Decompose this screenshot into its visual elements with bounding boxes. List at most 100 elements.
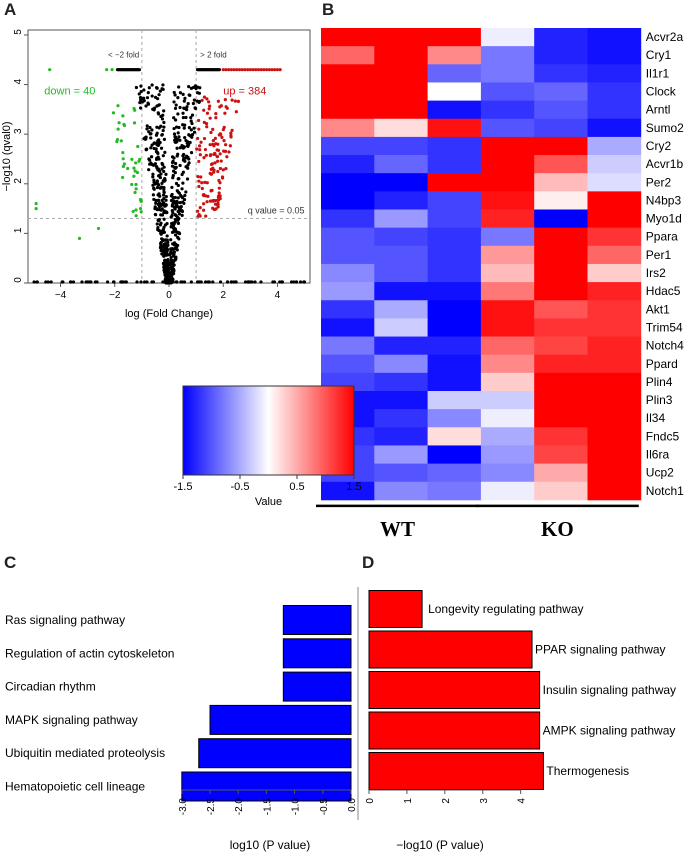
bar xyxy=(368,752,544,790)
heatmap-cell xyxy=(321,118,375,138)
heatmap-row-label: Plin4 xyxy=(646,375,673,389)
neutral-point xyxy=(175,154,179,158)
heatmap-cell xyxy=(427,372,482,392)
heatmap-cell xyxy=(374,263,428,283)
neutral-point xyxy=(182,126,186,130)
neutral-point xyxy=(174,161,178,166)
neutral-point xyxy=(139,98,143,102)
up-regulated-point xyxy=(262,68,266,72)
up-regulated-point xyxy=(212,144,216,148)
neutral-point xyxy=(173,93,177,97)
down-regulated-point xyxy=(116,127,120,131)
down-regulated-point xyxy=(115,137,120,142)
bar-category-label: MAPK signaling pathway xyxy=(5,713,138,727)
heatmap-cell xyxy=(534,427,588,446)
x-tick-label: 2 xyxy=(220,290,226,301)
x-tick-label: -1.0 xyxy=(291,798,302,816)
neutral-point xyxy=(164,270,169,274)
down-regulated-point xyxy=(138,206,143,211)
neutral-point xyxy=(302,280,307,284)
pos-fold-annotation: > 2 fold xyxy=(200,50,226,59)
heatmap-cell xyxy=(587,155,642,174)
neutral-point xyxy=(155,222,159,226)
neutral-point xyxy=(155,104,159,108)
up-regulated-point xyxy=(223,98,227,102)
neutral-point xyxy=(171,280,175,284)
neutral-point xyxy=(162,225,166,229)
heatmap-cell xyxy=(427,136,482,156)
heatmap-cell xyxy=(534,409,588,428)
up-regulated-point xyxy=(221,68,225,72)
down-regulated-point xyxy=(132,106,136,111)
heatmap-cell xyxy=(321,64,375,83)
heatmap-cell xyxy=(321,46,375,65)
heatmap-cell xyxy=(374,136,428,156)
bar-category-label: Ubiquitin mediated proteolysis xyxy=(5,746,165,760)
neutral-point xyxy=(151,183,155,187)
neutral-point xyxy=(155,131,159,135)
up-regulated-point xyxy=(234,110,238,114)
neutral-point xyxy=(176,200,180,205)
down-regulated-point xyxy=(117,121,121,125)
heatmap-cell xyxy=(587,354,642,374)
neutral-point xyxy=(180,195,184,199)
neutral-point xyxy=(193,106,197,110)
up-regulated-point xyxy=(209,172,213,176)
down-regulated-point xyxy=(34,202,38,206)
heatmap-cell xyxy=(587,64,642,83)
neutral-point xyxy=(169,255,173,260)
bar-chart-down: Ras signaling pathway Regulation of actin… xyxy=(5,587,359,852)
neutral-point xyxy=(123,280,128,284)
up-regulated-point xyxy=(216,169,220,174)
neutral-point xyxy=(172,132,177,136)
x-tick-label: 4 xyxy=(517,798,528,804)
heatmap-cell xyxy=(587,209,642,229)
bar-category-label: Circadian rhythm xyxy=(5,680,96,694)
heatmap-cell xyxy=(374,46,428,65)
heatmap-cell xyxy=(321,318,375,337)
neutral-point xyxy=(187,85,191,89)
neutral-point xyxy=(170,214,174,218)
neutral-point xyxy=(151,175,155,179)
down-count-annotation: down = 40 xyxy=(44,85,95,97)
heatmap-row-label: Notch4 xyxy=(646,339,684,353)
heatmap-cell xyxy=(374,118,428,138)
heatmap: Acvr2a Cry1 Il1r1 Clock Arntl Sumo2 Cry2 Acvr1b… xyxy=(174,28,684,541)
heatmap-cell xyxy=(534,318,588,337)
neutral-point xyxy=(183,193,187,198)
neutral-point xyxy=(159,172,163,176)
neutral-point xyxy=(229,280,234,284)
heatmap-cell xyxy=(534,445,588,464)
neutral-point xyxy=(183,123,187,127)
volcano-points xyxy=(32,68,307,285)
color-scale-title: Value xyxy=(255,496,282,508)
neutral-point xyxy=(162,120,166,125)
up-regulated-point xyxy=(207,107,211,111)
neutral-point xyxy=(189,116,193,120)
neutral-point xyxy=(161,179,165,183)
neutral-point xyxy=(155,150,159,154)
down-regulated-point xyxy=(48,68,52,72)
heatmap-cell xyxy=(480,300,535,319)
neutral-point xyxy=(183,135,187,140)
heatmap-cell xyxy=(321,336,375,356)
down-regulated-point xyxy=(134,182,138,187)
heatmap-cell xyxy=(480,136,535,156)
heatmap-cell xyxy=(587,372,642,392)
neutral-point xyxy=(174,214,178,218)
heatmap-row-label: Il1r1 xyxy=(646,66,670,80)
x-tick-label: 3 xyxy=(479,798,490,804)
neutral-point xyxy=(233,280,237,284)
up-regulated-point xyxy=(208,143,212,147)
heatmap-cell xyxy=(427,227,482,247)
up-regulated-point xyxy=(236,99,241,104)
neutral-point xyxy=(171,200,175,204)
neutral-point xyxy=(203,280,208,284)
neutral-point xyxy=(178,91,183,95)
neutral-point xyxy=(218,280,223,284)
down-regulated-point xyxy=(121,114,125,118)
neutral-point xyxy=(139,84,143,88)
neutral-point xyxy=(150,94,154,98)
color-scale-tick-label: -1.5 xyxy=(174,481,193,493)
neutral-point xyxy=(186,101,190,106)
